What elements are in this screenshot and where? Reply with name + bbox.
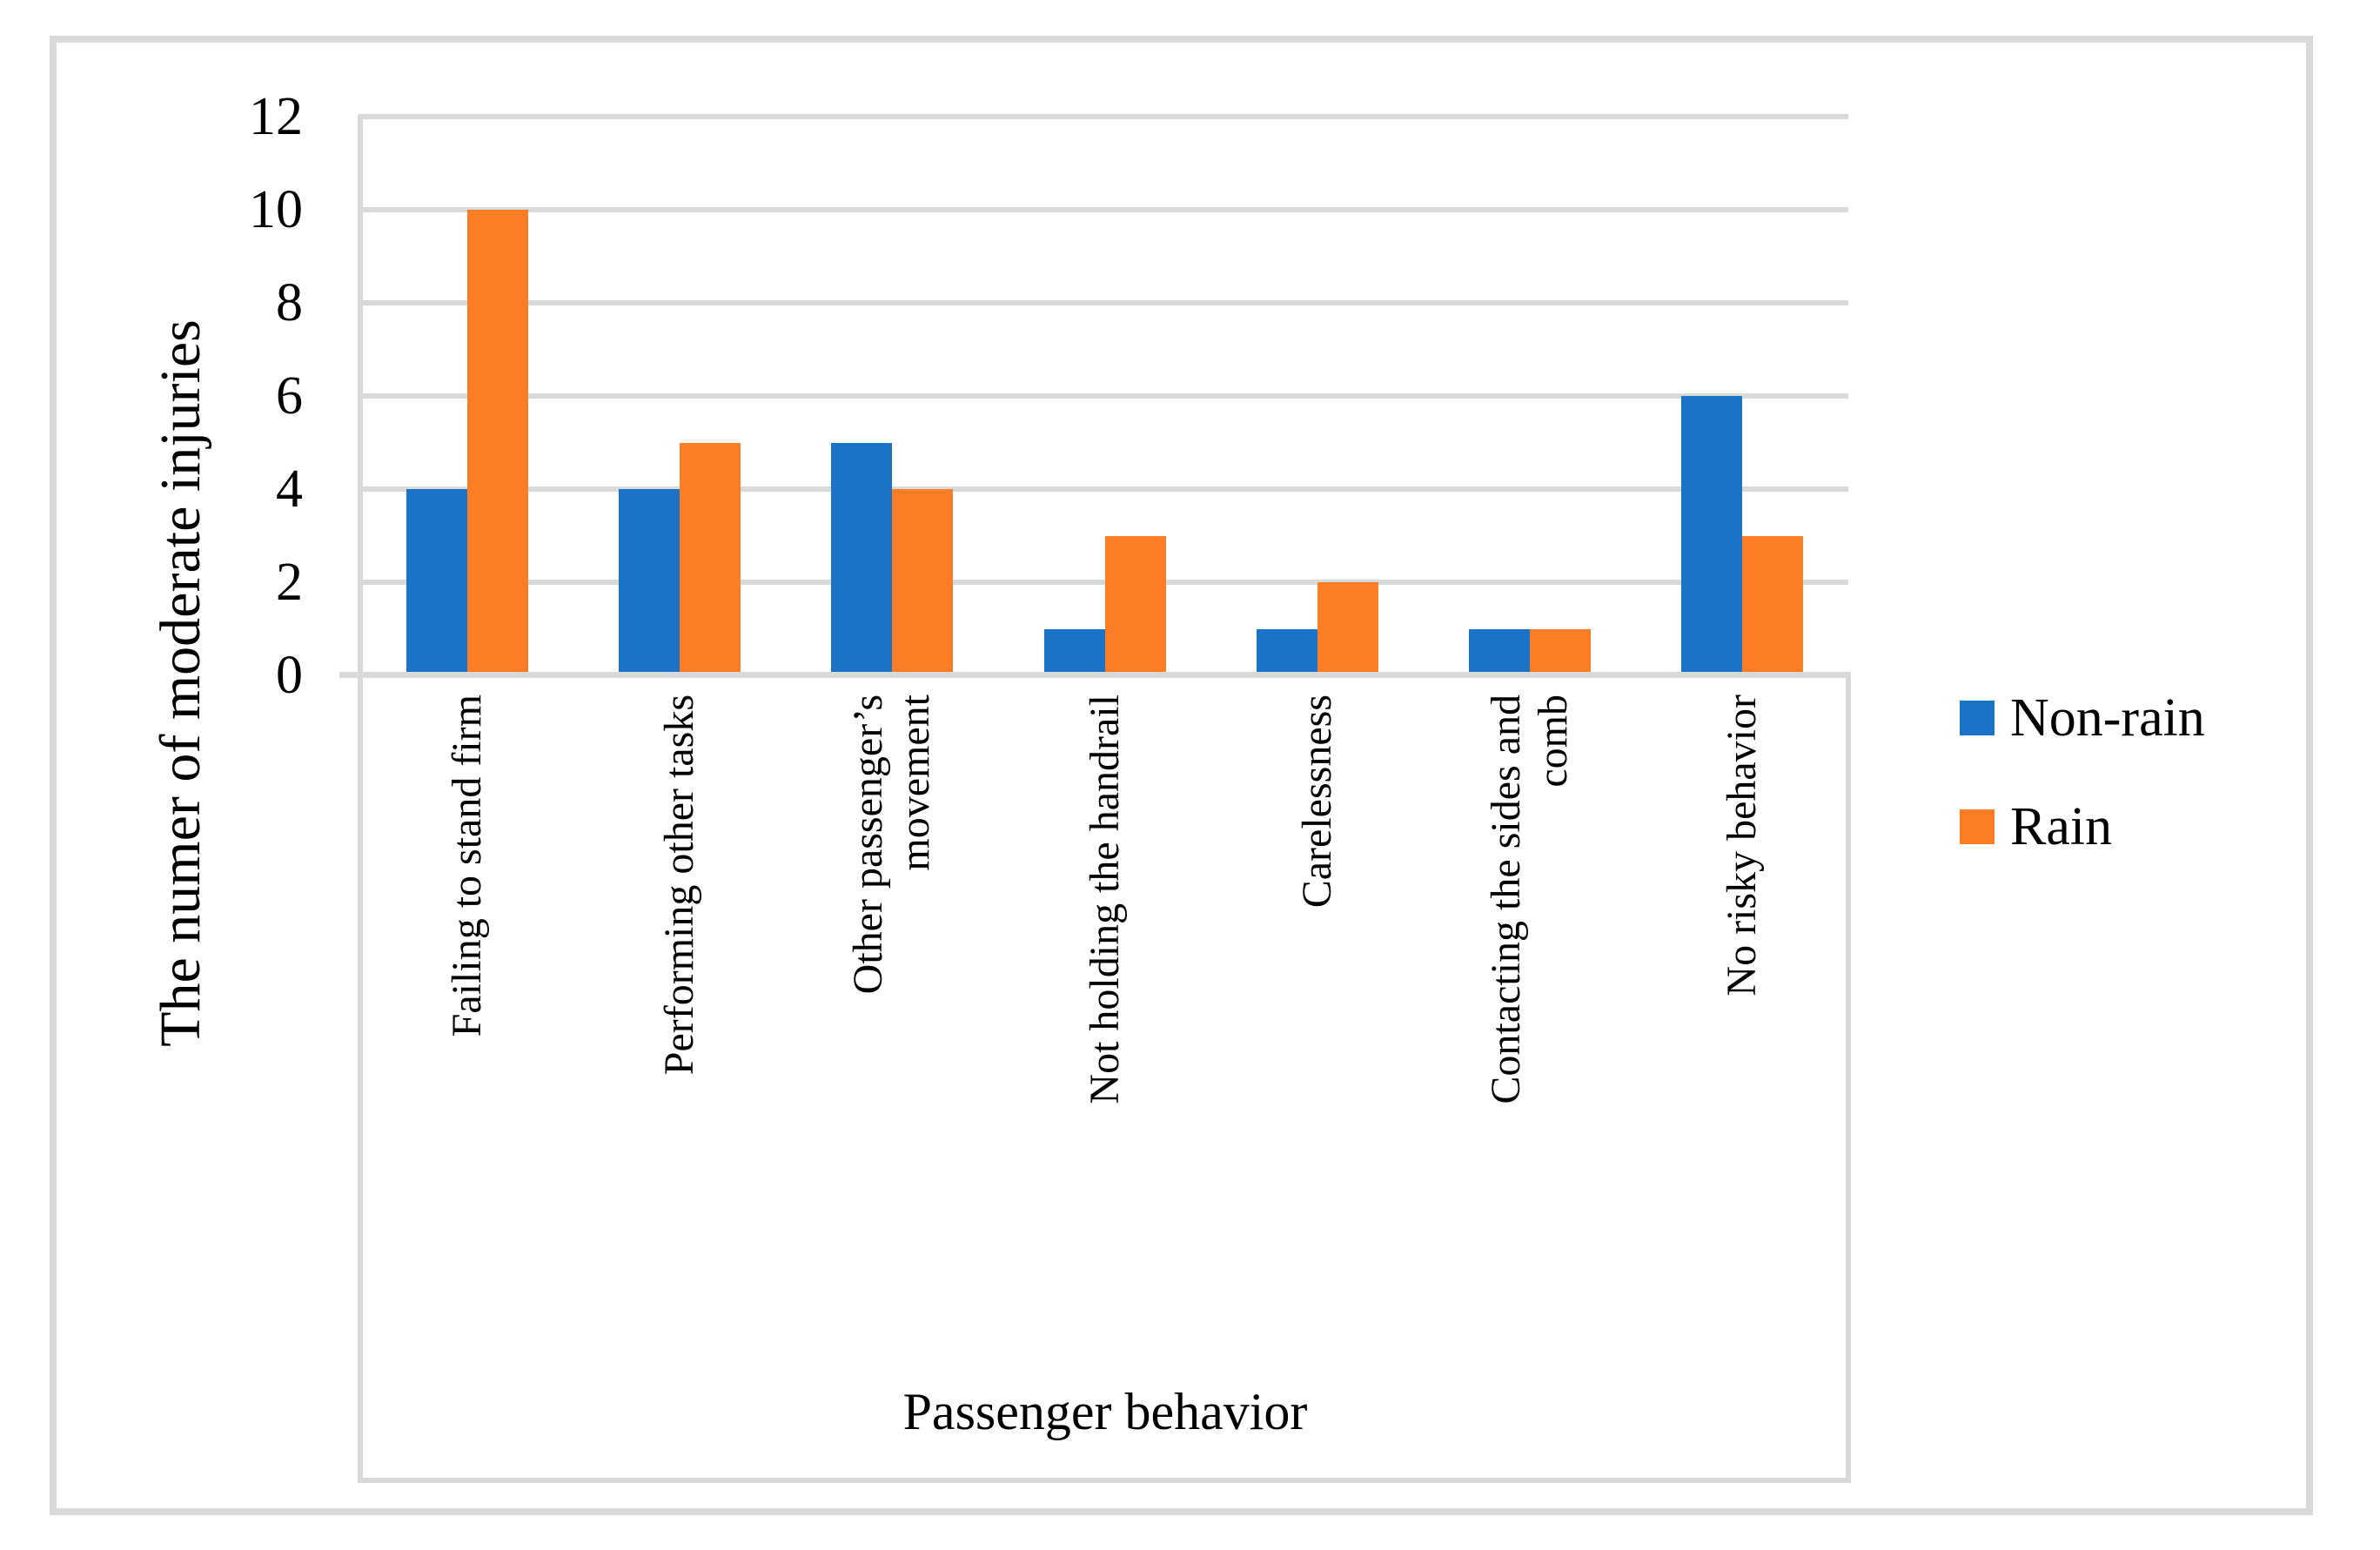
category-label-3: Other passenger’s movement	[845, 694, 939, 995]
bar-rain-cat5	[1317, 582, 1378, 675]
y-tick-label-0: 0	[276, 646, 303, 705]
y-tick-label-6: 6	[276, 366, 303, 426]
x-axis-line	[339, 672, 1848, 678]
category-label-2: Performing other tasks	[656, 694, 703, 1076]
bar-non-rain-cat3	[831, 442, 893, 675]
bar-rain-cat7	[1741, 535, 1803, 675]
category-label-1: Failing to stand firm	[444, 694, 491, 1037]
category-label-4: Not holding the handrail	[1081, 694, 1128, 1104]
non-rain-color-swatch	[1960, 701, 1995, 735]
label-area-bottom-border	[358, 1478, 1851, 1483]
legend-label-non-rain: Non-rain	[2010, 688, 2205, 748]
legend-item-rain: Rain	[1960, 799, 2112, 855]
bar-rain-cat3	[892, 489, 954, 675]
y-axis-line	[358, 114, 363, 1483]
x-axis-title: Passenger behavior	[902, 1383, 1308, 1440]
bar-non-rain-cat7	[1680, 396, 1742, 675]
bar-rain-cat6	[1529, 628, 1591, 675]
legend-item-non-rain: Non-rain	[1960, 690, 2205, 746]
legend-label-rain: Rain	[2010, 797, 2113, 856]
bar-non-rain-cat6	[1468, 628, 1530, 675]
figure-border	[50, 36, 2313, 1515]
y-tick-label-2: 2	[276, 553, 303, 612]
gridline-y-10	[361, 207, 1848, 212]
y-tick-label-8: 8	[276, 273, 303, 332]
gridline-y-6	[361, 393, 1848, 399]
bar-rain-cat1	[467, 210, 529, 675]
y-axis-title: The numer of moderate injuries	[149, 319, 212, 1047]
bar-rain-cat2	[680, 442, 741, 675]
category-label-6: Contacting the sides and comb	[1482, 694, 1576, 1104]
y-tick-label-10: 10	[249, 180, 303, 239]
label-area-right-border	[1846, 672, 1851, 1483]
category-label-7: No risky behavior	[1718, 694, 1765, 996]
bar-non-rain-cat1	[406, 489, 468, 675]
bar-non-rain-cat4	[1043, 628, 1105, 675]
y-tick-label-12: 12	[249, 87, 303, 146]
bar-rain-cat4	[1104, 535, 1166, 675]
bar-non-rain-cat5	[1256, 628, 1317, 675]
gridline-y-4	[361, 486, 1848, 492]
bar-non-rain-cat2	[619, 489, 680, 675]
y-tick-label-4: 4	[276, 460, 303, 519]
rain-color-swatch	[1960, 809, 1995, 844]
gridline-y-12	[361, 114, 1848, 119]
category-label-5: Carelessness	[1293, 694, 1340, 909]
gridline-y-8	[361, 300, 1848, 305]
